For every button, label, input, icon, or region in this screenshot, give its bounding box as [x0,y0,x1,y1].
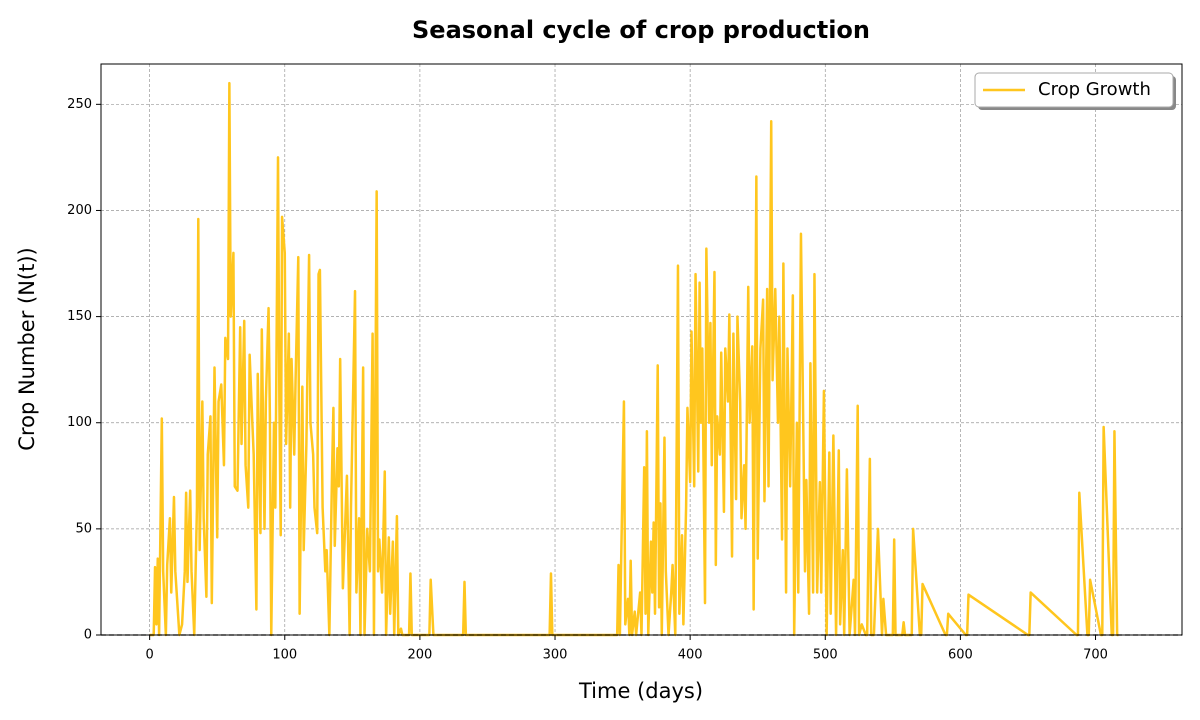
plot-frame [100,63,1183,636]
legend-box [974,72,1174,108]
legend: Crop Growth [974,72,1176,110]
x-tick-label: 500 [813,648,838,663]
x-tick-label: 300 [543,648,568,663]
y-tick-label: 250 [67,97,92,112]
x-tick-label: 200 [407,648,432,663]
x-tick-label: 0 [146,648,154,663]
y-tick-label: 200 [67,203,92,218]
plot-area [101,81,1182,637]
data-line [149,81,1119,637]
legend-label: Crop Growth [1038,79,1151,100]
y-tick-label: 0 [84,628,92,643]
x-axis-label: Time (days) [578,679,703,703]
y-tick-label: 150 [67,309,92,324]
x-tick-label: 600 [948,648,973,663]
x-tick-label: 700 [1083,648,1108,663]
x-tick-label: 400 [678,648,703,663]
chart-title: Seasonal cycle of crop production [412,16,870,44]
y-tick-label: 100 [67,415,92,430]
x-tick-label: 100 [272,648,297,663]
y-axis-label: Crop Number (N(t)) [15,247,39,450]
y-tick-label: 50 [75,521,92,536]
